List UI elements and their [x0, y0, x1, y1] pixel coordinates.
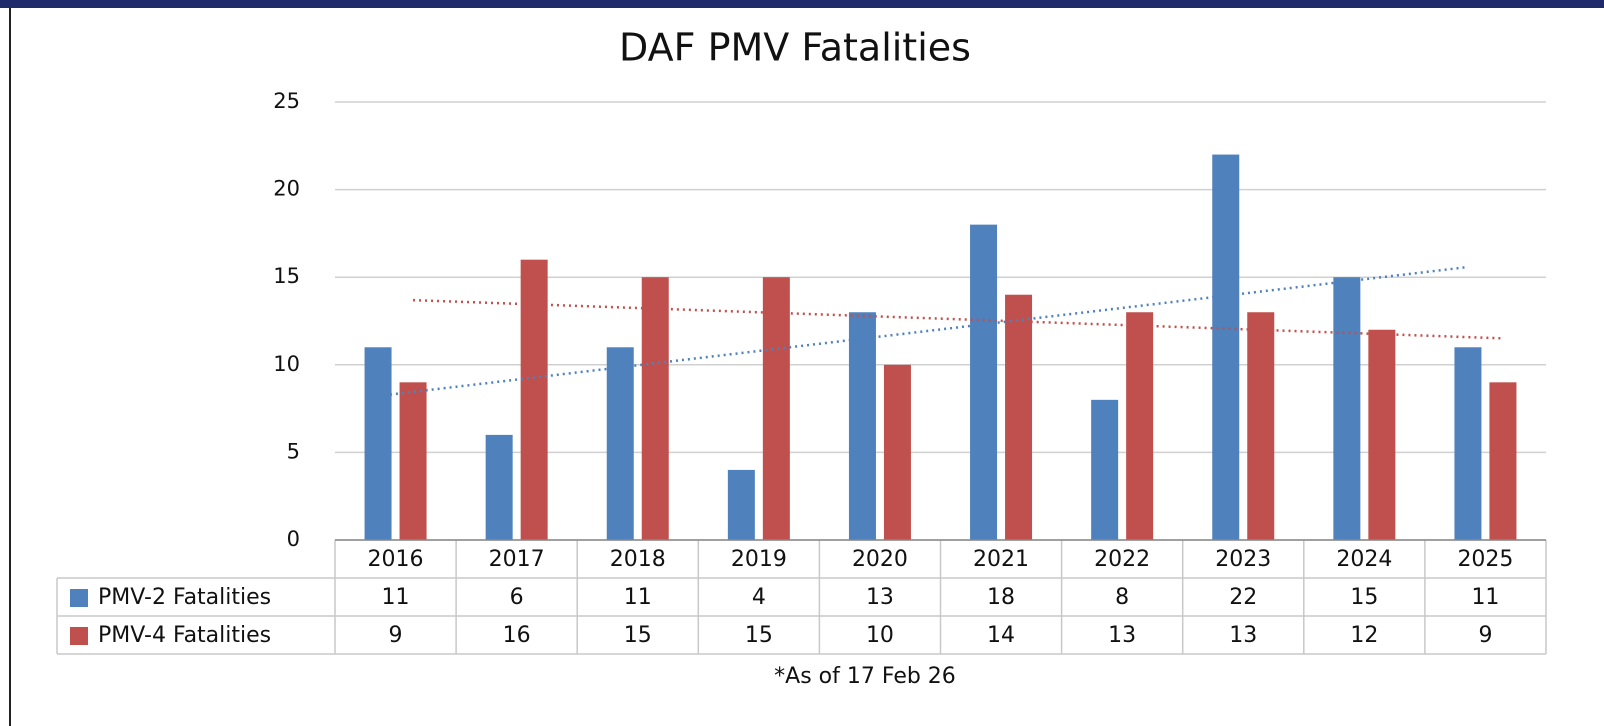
table-value: 15	[624, 623, 652, 648]
x-tick-label: 2019	[731, 547, 787, 572]
bar	[1333, 277, 1361, 540]
y-tick-label: 15	[273, 264, 300, 288]
legend-key	[70, 627, 88, 645]
chart-title: DAF PMV Fatalities	[619, 26, 971, 70]
legend-key	[70, 589, 88, 607]
x-tick-label: 2017	[489, 547, 545, 572]
y-tick-label: 5	[287, 439, 300, 463]
y-tick-label: 25	[273, 89, 300, 113]
table-value: 13	[1108, 623, 1136, 648]
bar	[883, 364, 911, 540]
bar	[1005, 294, 1033, 540]
table-value: 13	[1229, 623, 1257, 648]
table-value: 6	[510, 585, 524, 610]
trendline	[413, 298, 1503, 340]
table-value: 13	[866, 585, 894, 610]
bar	[399, 382, 427, 540]
x-tick-label: 2022	[1094, 547, 1150, 572]
legend-label: PMV-2 Fatalities	[98, 585, 271, 610]
table-value: 15	[1350, 585, 1378, 610]
x-tick-label: 2021	[973, 547, 1029, 572]
bar	[762, 277, 790, 540]
table-value: 8	[1115, 585, 1129, 610]
x-tick-label: 2025	[1457, 547, 1513, 572]
bar	[1126, 312, 1154, 540]
bar	[485, 434, 513, 540]
footnote: *As of 17 Feb 26	[774, 664, 956, 689]
bar	[1247, 312, 1275, 540]
bar	[1091, 399, 1119, 540]
table-value: 15	[745, 623, 773, 648]
x-tick-label: 2024	[1336, 547, 1392, 572]
bar	[1489, 382, 1517, 540]
table-value: 16	[503, 623, 531, 648]
table-value: 9	[389, 623, 403, 648]
left-border	[9, 8, 11, 726]
bar	[641, 277, 669, 540]
bar	[1368, 329, 1396, 540]
table-value: 11	[382, 585, 410, 610]
table-value: 11	[1471, 585, 1499, 610]
y-tick-label: 10	[273, 352, 300, 376]
bar	[364, 347, 392, 540]
bar	[727, 469, 755, 540]
bar	[970, 224, 998, 540]
table-value: 18	[987, 585, 1015, 610]
bar	[1454, 347, 1482, 540]
bar	[606, 347, 634, 540]
table-value: 22	[1229, 585, 1257, 610]
x-tick-label: 2018	[610, 547, 666, 572]
x-tick-label: 2016	[368, 547, 424, 572]
table-value: 14	[987, 623, 1015, 648]
y-tick-label: 20	[273, 177, 300, 201]
table-value: 11	[624, 585, 652, 610]
table-value: 4	[752, 585, 766, 610]
y-tick-label: 0	[287, 527, 300, 551]
x-tick-label: 2020	[852, 547, 908, 572]
table-value: 10	[866, 623, 894, 648]
table-value: 12	[1350, 623, 1378, 648]
table-value: 9	[1478, 623, 1492, 648]
bar	[1212, 154, 1240, 540]
bar	[520, 259, 548, 540]
legend-label: PMV-4 Fatalities	[98, 623, 271, 648]
top-bar	[0, 0, 1604, 8]
x-tick-label: 2023	[1215, 547, 1271, 572]
bar	[848, 312, 876, 540]
